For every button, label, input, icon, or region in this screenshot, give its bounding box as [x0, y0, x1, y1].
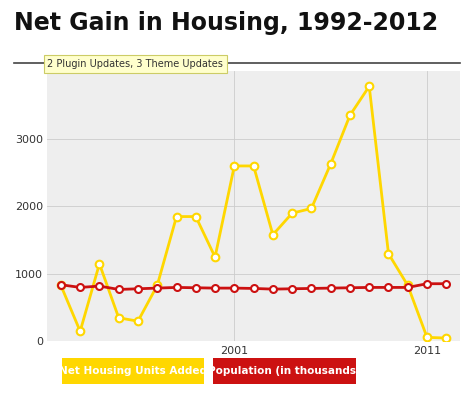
Text: Net Gain in Housing, 1992-2012: Net Gain in Housing, 1992-2012 [14, 11, 438, 35]
Text: 2 Plugin Updates, 3 Theme Updates: 2 Plugin Updates, 3 Theme Updates [47, 59, 223, 69]
Text: Net Housing Units Added: Net Housing Units Added [59, 366, 207, 376]
FancyBboxPatch shape [213, 358, 356, 384]
Text: Population (in thousands): Population (in thousands) [208, 366, 361, 376]
FancyBboxPatch shape [62, 358, 204, 384]
